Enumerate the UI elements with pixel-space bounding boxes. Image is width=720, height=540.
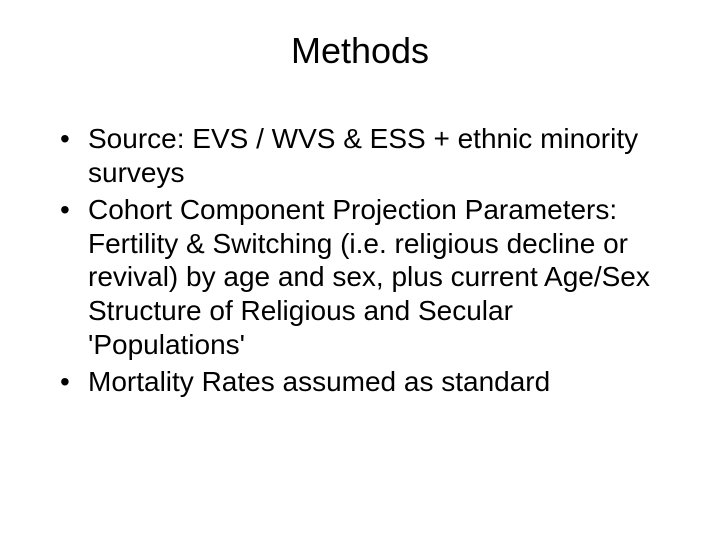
list-item: Cohort Component Projection Parameters: … (60, 193, 670, 361)
list-item: Source: EVS / WVS & ESS + ethnic minorit… (60, 122, 670, 189)
slide: Methods Source: EVS / WVS & ESS + ethnic… (0, 0, 720, 540)
list-item: Mortality Rates assumed as standard (60, 365, 670, 399)
bullet-list: Source: EVS / WVS & ESS + ethnic minorit… (40, 122, 680, 399)
slide-title: Methods (40, 30, 680, 72)
